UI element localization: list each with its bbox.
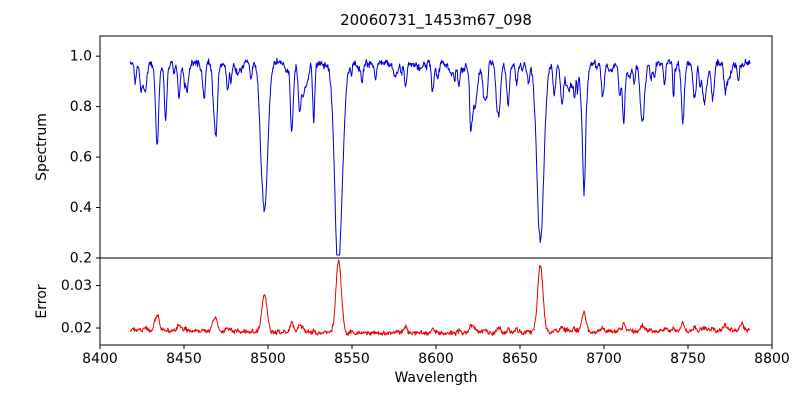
x-tick-label: 8650 [502,351,538,367]
x-tick-label: 8550 [334,351,370,367]
x-tick-label: 8600 [418,351,454,367]
x-axis: 8400 8450 8500 8550 8600 8650 8700 8750 8800 [82,345,790,367]
y-tick-label: 0.6 [70,150,92,166]
x-tick-label: 8800 [754,351,790,367]
y-tick-label: 0.4 [70,200,92,216]
x-axis-title: Wavelength [394,370,477,386]
x-tick-label: 8750 [670,351,706,367]
y-tick-label: 0.02 [61,321,92,337]
x-tick-label: 8500 [250,351,286,367]
y-tick-label: 1.0 [70,49,92,65]
error-y-axis-title: Error [34,284,50,318]
error-line [129,259,751,337]
error-panel [129,259,751,337]
y-tick-label: 0.03 [61,278,92,294]
spectrum-y-axis: 0.2 0.4 0.6 0.8 1.0 [70,49,100,267]
error-y-axis: 0.02 0.03 [61,278,100,337]
spectrum-line [129,57,751,256]
spectrum-y-axis-title: Spectrum [34,113,50,181]
y-tick-label: 0.2 [70,251,92,267]
x-tick-label: 8450 [166,351,202,367]
x-tick-label: 8400 [82,351,118,367]
chart-title: 20060731_1453m67_098 [340,11,532,30]
x-tick-label: 8700 [586,351,622,367]
y-tick-label: 0.8 [70,99,92,115]
spectrum-panel [129,57,751,256]
